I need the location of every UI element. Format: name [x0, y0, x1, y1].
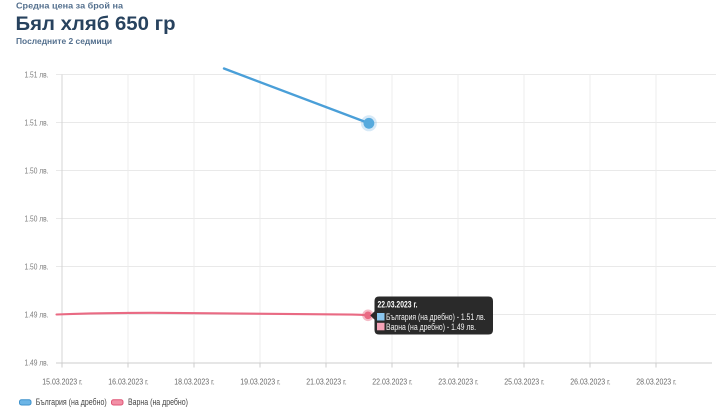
svg-text:Последните 2 седмици: Последните 2 седмици [16, 36, 112, 46]
svg-text:1.50 лв.: 1.50 лв. [25, 213, 49, 223]
svg-text:България (на дребно): България (на дребно) [36, 397, 107, 407]
svg-text:22.03.2023 г.: 22.03.2023 г. [378, 300, 418, 310]
svg-text:28.03.2023 г.: 28.03.2023 г. [636, 377, 677, 387]
svg-text:1.51 лв.: 1.51 лв. [25, 117, 49, 127]
svg-text:19.03.2023 г.: 19.03.2023 г. [240, 377, 281, 387]
svg-text:16.03.2023 г.: 16.03.2023 г. [108, 377, 149, 387]
svg-text:1.51 лв.: 1.51 лв. [25, 69, 49, 79]
svg-text:1.49 лв.: 1.49 лв. [25, 357, 49, 367]
svg-text:1.50 лв.: 1.50 лв. [25, 261, 49, 271]
svg-text:Варна (на дребно) - 1.49 лв.: Варна (на дребно) - 1.49 лв. [386, 322, 476, 332]
svg-text:Бял хляб 650 гр: Бял хляб 650 гр [16, 14, 176, 35]
svg-text:18.03.2023 г.: 18.03.2023 г. [174, 377, 215, 387]
svg-text:21.03.2023 г.: 21.03.2023 г. [306, 377, 347, 387]
svg-text:Варна (на дребно): Варна (на дребно) [128, 397, 188, 407]
svg-text:15.03.2023 г.: 15.03.2023 г. [42, 377, 83, 387]
svg-text:25.03.2023 г.: 25.03.2023 г. [504, 377, 545, 387]
svg-text:22.03.2023 г.: 22.03.2023 г. [372, 377, 413, 387]
svg-text:23.03.2023 г.: 23.03.2023 г. [438, 377, 479, 387]
svg-text:1.49 лв.: 1.49 лв. [25, 309, 49, 319]
svg-text:България (на дребно) - 1.51 лв: България (на дребно) - 1.51 лв. [386, 312, 486, 322]
svg-text:26.03.2023 г.: 26.03.2023 г. [570, 377, 611, 387]
svg-text:Средна цена за брой на: Средна цена за брой на [16, 0, 123, 10]
svg-text:1.50 лв.: 1.50 лв. [25, 165, 49, 175]
